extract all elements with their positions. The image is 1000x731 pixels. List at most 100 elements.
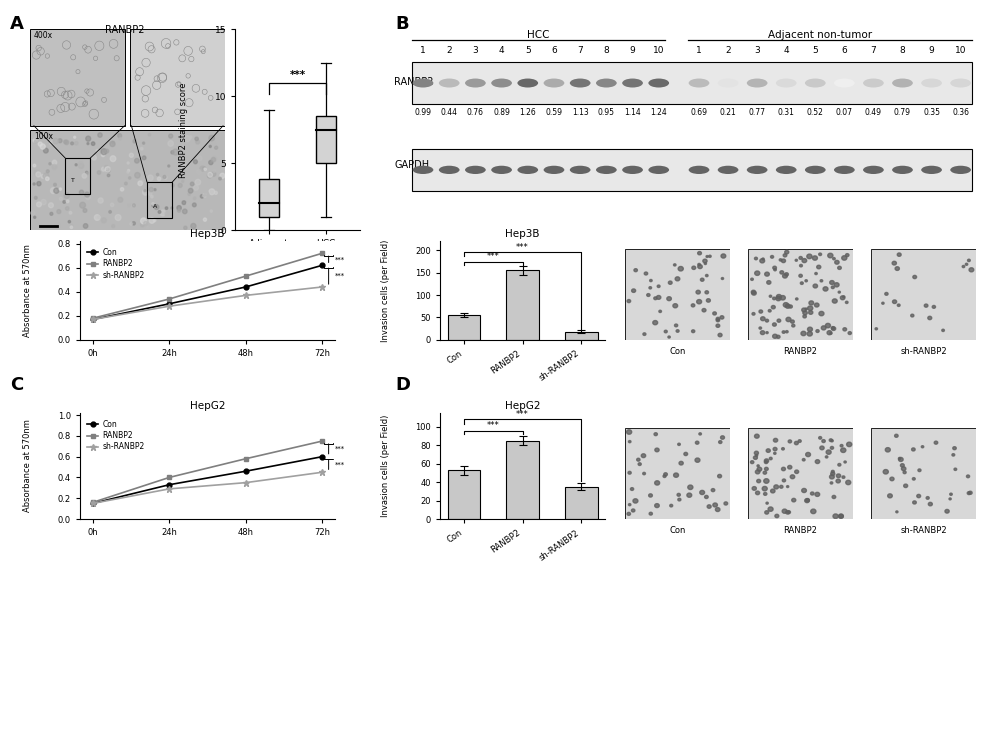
Circle shape xyxy=(209,145,211,148)
Circle shape xyxy=(212,143,215,146)
Circle shape xyxy=(41,175,45,178)
Circle shape xyxy=(945,510,949,513)
Circle shape xyxy=(158,211,161,213)
Text: 1.24: 1.24 xyxy=(650,108,667,117)
Circle shape xyxy=(33,164,36,167)
Circle shape xyxy=(204,168,206,170)
Y-axis label: Invasion cells (per Field): Invasion cells (per Field) xyxy=(382,414,390,518)
Circle shape xyxy=(157,177,161,181)
Circle shape xyxy=(190,182,194,186)
Circle shape xyxy=(112,224,115,227)
Circle shape xyxy=(713,312,716,315)
Ellipse shape xyxy=(491,166,512,174)
Ellipse shape xyxy=(718,166,738,174)
Circle shape xyxy=(211,157,216,162)
Circle shape xyxy=(49,162,51,165)
Circle shape xyxy=(101,218,106,223)
Circle shape xyxy=(668,281,672,284)
Circle shape xyxy=(721,436,724,439)
Circle shape xyxy=(668,336,670,338)
Circle shape xyxy=(787,485,789,488)
Circle shape xyxy=(654,297,657,300)
Circle shape xyxy=(815,460,820,463)
Circle shape xyxy=(197,170,201,174)
Y-axis label: RANBP2 staining score: RANBP2 staining score xyxy=(178,82,188,178)
Circle shape xyxy=(130,222,132,225)
Circle shape xyxy=(791,320,794,323)
Text: 0.99: 0.99 xyxy=(415,108,432,117)
Bar xyxy=(316,116,336,163)
Circle shape xyxy=(751,290,756,294)
Circle shape xyxy=(755,470,760,474)
Circle shape xyxy=(192,203,196,207)
Circle shape xyxy=(127,162,129,164)
Circle shape xyxy=(71,142,73,145)
Circle shape xyxy=(954,468,957,471)
Circle shape xyxy=(800,265,802,267)
Text: ***: *** xyxy=(335,461,345,467)
Circle shape xyxy=(633,499,638,503)
Circle shape xyxy=(763,471,767,474)
Ellipse shape xyxy=(776,78,797,88)
Circle shape xyxy=(40,144,45,149)
Ellipse shape xyxy=(648,78,669,88)
Circle shape xyxy=(692,330,695,333)
Bar xyxy=(506,270,539,340)
Circle shape xyxy=(705,291,709,294)
Circle shape xyxy=(59,197,62,200)
Circle shape xyxy=(33,183,35,185)
Circle shape xyxy=(792,325,795,327)
Circle shape xyxy=(777,319,781,322)
Ellipse shape xyxy=(596,166,617,174)
Title: HepG2: HepG2 xyxy=(505,401,540,411)
Ellipse shape xyxy=(544,166,564,174)
Circle shape xyxy=(148,192,152,195)
Circle shape xyxy=(85,192,89,197)
Circle shape xyxy=(200,166,205,171)
Circle shape xyxy=(163,175,166,178)
Circle shape xyxy=(765,467,768,471)
Circle shape xyxy=(110,156,116,162)
Circle shape xyxy=(692,266,696,270)
Circle shape xyxy=(842,256,847,260)
Circle shape xyxy=(43,173,49,179)
Circle shape xyxy=(143,189,148,195)
Circle shape xyxy=(917,494,921,498)
Circle shape xyxy=(767,281,771,284)
Circle shape xyxy=(203,193,207,197)
Text: sh-RANBP2: sh-RANBP2 xyxy=(900,347,947,356)
Circle shape xyxy=(718,474,722,478)
Circle shape xyxy=(911,314,914,317)
Circle shape xyxy=(98,133,102,137)
Circle shape xyxy=(194,160,197,164)
Circle shape xyxy=(819,311,824,316)
Circle shape xyxy=(774,452,776,455)
Circle shape xyxy=(627,300,631,303)
Circle shape xyxy=(839,514,843,518)
Ellipse shape xyxy=(747,78,767,88)
Bar xyxy=(30,129,225,230)
Ellipse shape xyxy=(544,78,564,88)
Circle shape xyxy=(202,167,206,170)
Text: 400x: 400x xyxy=(34,31,53,40)
Circle shape xyxy=(53,138,58,144)
Text: ***: *** xyxy=(335,446,345,452)
Circle shape xyxy=(698,263,700,265)
Circle shape xyxy=(697,300,702,304)
Circle shape xyxy=(670,504,673,507)
Circle shape xyxy=(780,295,785,300)
Circle shape xyxy=(144,221,148,225)
Circle shape xyxy=(803,315,806,318)
Circle shape xyxy=(719,441,722,444)
Circle shape xyxy=(826,450,831,454)
Circle shape xyxy=(55,213,58,215)
Bar xyxy=(147,182,172,218)
Circle shape xyxy=(913,501,916,504)
Circle shape xyxy=(888,494,892,498)
Circle shape xyxy=(845,301,848,303)
Circle shape xyxy=(676,330,679,333)
Circle shape xyxy=(86,195,90,200)
Circle shape xyxy=(780,270,784,274)
Circle shape xyxy=(129,154,133,157)
Circle shape xyxy=(782,479,786,482)
